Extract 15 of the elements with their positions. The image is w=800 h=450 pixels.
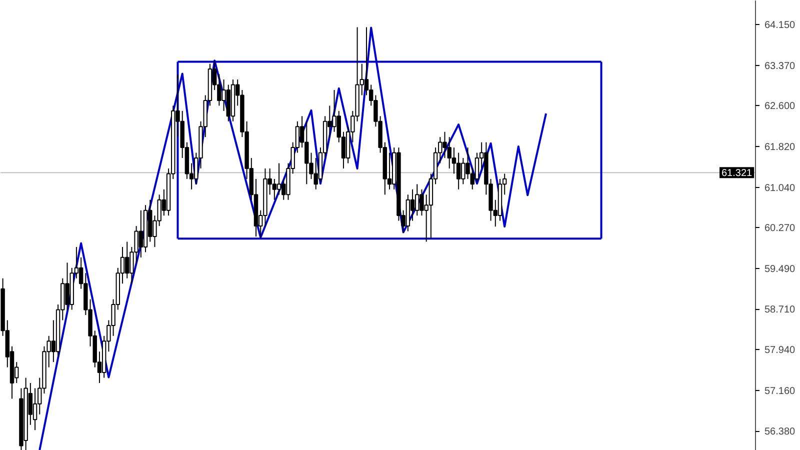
y-tick-label: 56.380 <box>764 426 796 438</box>
y-tick-label: 58.710 <box>764 304 796 316</box>
y-tick-label: 64.150 <box>764 20 796 32</box>
y-tick-label: 60.270 <box>764 223 796 234</box>
candlestick <box>474 152 480 182</box>
y-tick-label: 61.820 <box>764 142 796 153</box>
y-tick-label: 57.160 <box>764 386 796 397</box>
y-tick-label: 61.040 <box>764 182 796 194</box>
y-tick-label: 63.370 <box>764 60 796 72</box>
y-tick-label: 62.600 <box>764 101 796 112</box>
y-tick-label: 59.490 <box>764 264 796 275</box>
candlestick <box>276 162 282 196</box>
y-tick-label: 57.940 <box>764 345 796 356</box>
ref-line-label: 61.321 <box>722 168 753 180</box>
candlestick <box>32 388 38 431</box>
